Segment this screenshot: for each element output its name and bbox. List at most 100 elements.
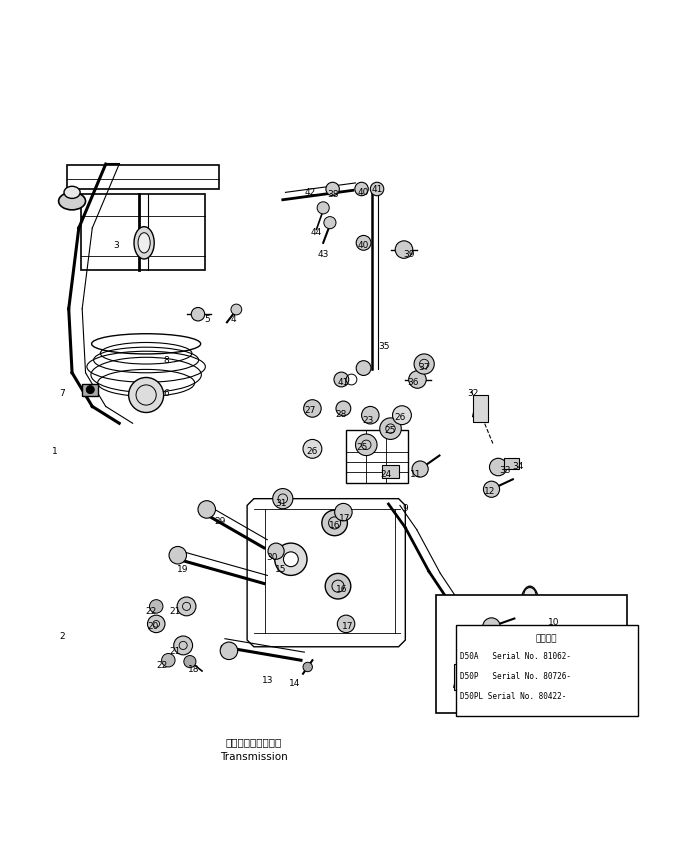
Circle shape xyxy=(231,305,242,315)
Text: 31: 31 xyxy=(275,499,287,508)
Circle shape xyxy=(412,461,428,478)
Ellipse shape xyxy=(521,586,539,627)
Text: 14: 14 xyxy=(289,678,300,687)
Text: 22: 22 xyxy=(156,660,167,669)
Circle shape xyxy=(272,489,293,509)
Text: 3: 3 xyxy=(113,241,119,250)
Circle shape xyxy=(274,543,307,576)
Text: 28: 28 xyxy=(336,409,347,418)
Text: 4: 4 xyxy=(231,315,237,324)
Text: 41: 41 xyxy=(338,378,349,387)
Text: 40: 40 xyxy=(358,241,369,250)
Circle shape xyxy=(414,355,434,375)
Text: 2: 2 xyxy=(59,631,65,640)
Text: 7: 7 xyxy=(59,389,65,398)
Ellipse shape xyxy=(64,187,80,199)
Circle shape xyxy=(304,400,321,418)
Text: 41: 41 xyxy=(371,185,383,195)
Circle shape xyxy=(355,183,368,196)
Circle shape xyxy=(149,600,163,613)
Text: Transmission: Transmission xyxy=(220,752,288,761)
Text: 33: 33 xyxy=(499,465,510,474)
Ellipse shape xyxy=(138,233,150,254)
Text: 8: 8 xyxy=(164,356,169,364)
Circle shape xyxy=(335,504,352,521)
Circle shape xyxy=(393,406,412,425)
Text: D50PL Serial No. 80422-: D50PL Serial No. 80422- xyxy=(460,691,566,700)
Text: 19: 19 xyxy=(177,564,189,573)
FancyBboxPatch shape xyxy=(435,595,627,713)
Text: 39: 39 xyxy=(403,250,414,259)
Text: 37: 37 xyxy=(418,362,430,371)
Circle shape xyxy=(356,362,371,376)
Circle shape xyxy=(283,552,298,567)
Text: 29: 29 xyxy=(214,517,226,526)
Text: 16: 16 xyxy=(329,520,341,530)
Text: 27: 27 xyxy=(304,406,316,415)
Text: 30: 30 xyxy=(266,553,278,561)
Circle shape xyxy=(220,642,238,660)
Circle shape xyxy=(337,616,355,633)
Circle shape xyxy=(303,662,312,672)
Circle shape xyxy=(162,653,175,667)
Circle shape xyxy=(356,435,377,456)
Text: 9: 9 xyxy=(402,504,408,512)
Circle shape xyxy=(198,501,216,518)
Bar xyxy=(382,466,400,479)
Circle shape xyxy=(395,242,413,259)
Text: 16: 16 xyxy=(335,584,347,593)
Text: 15: 15 xyxy=(275,564,287,573)
Text: 23: 23 xyxy=(362,416,374,425)
Circle shape xyxy=(483,481,500,498)
Bar xyxy=(454,665,467,690)
Text: 12: 12 xyxy=(484,486,495,496)
Text: 21: 21 xyxy=(170,647,180,655)
Circle shape xyxy=(334,373,349,387)
Text: 1: 1 xyxy=(52,446,58,455)
Text: 25: 25 xyxy=(356,443,367,452)
Circle shape xyxy=(184,656,196,668)
Text: D50P   Serial No. 80726-: D50P Serial No. 80726- xyxy=(460,672,571,680)
Bar xyxy=(495,630,515,645)
Circle shape xyxy=(380,418,402,440)
Circle shape xyxy=(191,308,205,321)
Text: 40: 40 xyxy=(358,188,369,196)
Text: 34: 34 xyxy=(512,461,524,470)
FancyBboxPatch shape xyxy=(456,625,637,716)
Circle shape xyxy=(326,183,339,196)
Bar xyxy=(82,384,98,396)
Circle shape xyxy=(409,371,426,389)
Circle shape xyxy=(370,183,384,196)
Bar xyxy=(504,459,519,469)
Text: 42: 42 xyxy=(304,188,315,196)
Text: トランスミッション: トランスミッション xyxy=(226,736,282,746)
Circle shape xyxy=(169,547,187,564)
Circle shape xyxy=(147,616,165,633)
Text: 6: 6 xyxy=(164,389,169,398)
Circle shape xyxy=(322,511,347,536)
Text: 22: 22 xyxy=(145,606,156,616)
Ellipse shape xyxy=(524,588,536,603)
Text: 18: 18 xyxy=(187,665,199,673)
Circle shape xyxy=(489,459,507,476)
Circle shape xyxy=(325,573,351,599)
Text: 32: 32 xyxy=(467,389,479,398)
Circle shape xyxy=(268,543,284,560)
Text: 25: 25 xyxy=(385,426,396,435)
Circle shape xyxy=(174,636,193,655)
Text: 17: 17 xyxy=(342,621,354,630)
Bar xyxy=(473,395,488,423)
Text: 24: 24 xyxy=(381,470,392,479)
Text: 11: 11 xyxy=(410,470,421,479)
Circle shape xyxy=(87,386,94,394)
Text: 43: 43 xyxy=(318,250,329,259)
Text: 5: 5 xyxy=(204,315,210,324)
Text: 13: 13 xyxy=(262,675,273,684)
Text: 20: 20 xyxy=(147,621,159,630)
Circle shape xyxy=(128,378,164,413)
Text: 26: 26 xyxy=(394,412,406,422)
Circle shape xyxy=(362,407,379,424)
Text: 10: 10 xyxy=(548,617,559,627)
Text: 36: 36 xyxy=(408,378,419,387)
Circle shape xyxy=(336,401,351,417)
